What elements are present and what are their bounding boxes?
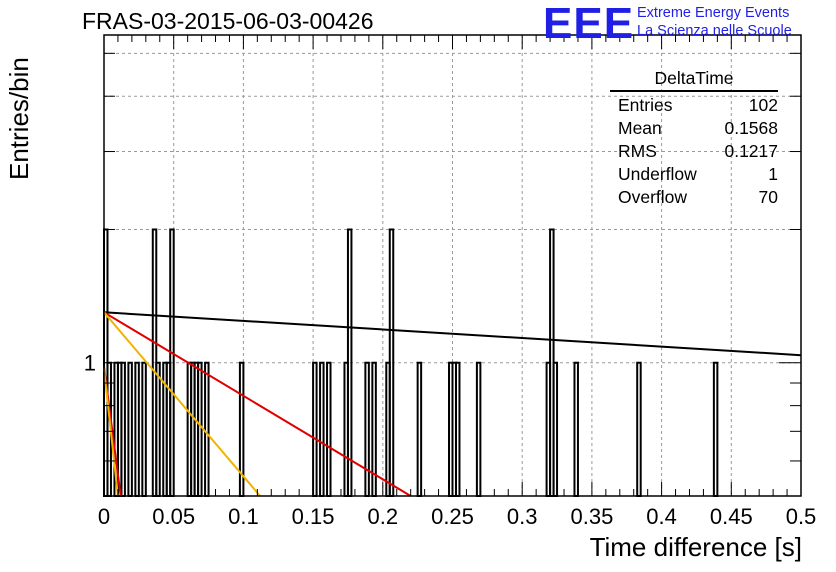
- histogram-bar: [573, 361, 579, 497]
- stats-label: Mean: [618, 118, 662, 138]
- stats-label: Underflow: [618, 164, 697, 184]
- histogram-bar: [346, 228, 353, 497]
- fit-line: [103, 368, 119, 497]
- x-tick-label: 0.1: [228, 504, 259, 529]
- x-tick-label: 0.3: [507, 504, 538, 529]
- histogram-bar: [319, 361, 325, 497]
- stats-value: 0.1217: [724, 141, 778, 161]
- histogram-bar: [127, 361, 133, 497]
- stats-box: DeltaTime Entries 102 Mean 0.1568 RMS 0.…: [610, 68, 778, 209]
- y-axis-label: Entries/bin: [4, 57, 34, 180]
- y-tick-label: 1: [84, 351, 96, 376]
- stats-value: 70: [758, 187, 778, 207]
- plot-frame: [103, 34, 802, 497]
- x-tick-label: 0.5: [786, 504, 817, 529]
- x-tick-label: 0.35: [570, 504, 613, 529]
- stats-row-mean: Mean 0.1568: [610, 117, 778, 140]
- histogram-bar: [454, 361, 461, 497]
- x-tick-label: 0.25: [431, 504, 474, 529]
- histogram-bar: [155, 361, 161, 497]
- fit-line: [103, 311, 802, 357]
- logo-caption: Extreme Energy Events La Scienza nelle S…: [637, 4, 792, 40]
- stats-row-overflow: Overflow 70: [610, 186, 778, 209]
- logo-mark: EEE: [543, 0, 635, 48]
- histogram-bar: [134, 361, 140, 497]
- histogram-bar: [371, 361, 377, 497]
- histogram-bar: [364, 361, 370, 497]
- x-tick-label: 0.2: [368, 504, 399, 529]
- stats-value: 0.1568: [724, 118, 778, 138]
- stats-row-rms: RMS 0.1217: [610, 140, 778, 163]
- stats-label: Entries: [618, 95, 673, 115]
- x-tick-label: 0.4: [646, 504, 677, 529]
- histogram-bar: [636, 361, 642, 497]
- histogram-bar: [326, 361, 332, 497]
- axes-frame: [103, 34, 802, 497]
- histogram-bar: [475, 361, 482, 497]
- histogram-bar: [416, 361, 423, 497]
- stats-row-underflow: Underflow 1: [610, 163, 778, 186]
- eee-logo: EEE Extreme Energy Events La Scienza nel…: [543, 0, 792, 48]
- histogram-bar: [197, 361, 203, 497]
- stats-value: 1: [768, 164, 778, 184]
- x-tick-label: 0.05: [152, 504, 195, 529]
- stats-label: Overflow: [618, 187, 688, 207]
- x-axis-label: Time difference [s]: [589, 532, 802, 562]
- fit-line: [103, 311, 412, 497]
- fit-line: [103, 311, 261, 497]
- chart-title: FRAS-03-2015-06-03-00426: [82, 8, 374, 34]
- x-tick-label: 0.15: [292, 504, 335, 529]
- stats-value: 102: [748, 95, 778, 115]
- stats-row-entries: Entries 102: [610, 94, 778, 117]
- histogram-bar: [552, 361, 559, 497]
- x-tick-labels: 0 0.05 0.1 0.15 0.2 0.25 0.3 0.35 0.4 0.45 0.5: [98, 504, 816, 529]
- histogram-bar: [712, 361, 719, 497]
- histogram-bar: [120, 361, 126, 497]
- stats-title: DeltaTime: [610, 68, 778, 92]
- x-tick-label: 0.45: [710, 504, 753, 529]
- stats-label: RMS: [618, 141, 657, 161]
- histogram-bar: [388, 228, 395, 497]
- histogram-bar: [204, 361, 210, 497]
- y-tick-labels: 1: [84, 351, 96, 376]
- histogram-bar: [312, 361, 318, 497]
- x-tick-label: 0: [98, 504, 110, 529]
- logo-line-2: La Scienza nelle Scuole: [637, 23, 792, 39]
- logo-line-1: Extreme Energy Events: [637, 5, 790, 21]
- histogram-bar: [141, 361, 147, 497]
